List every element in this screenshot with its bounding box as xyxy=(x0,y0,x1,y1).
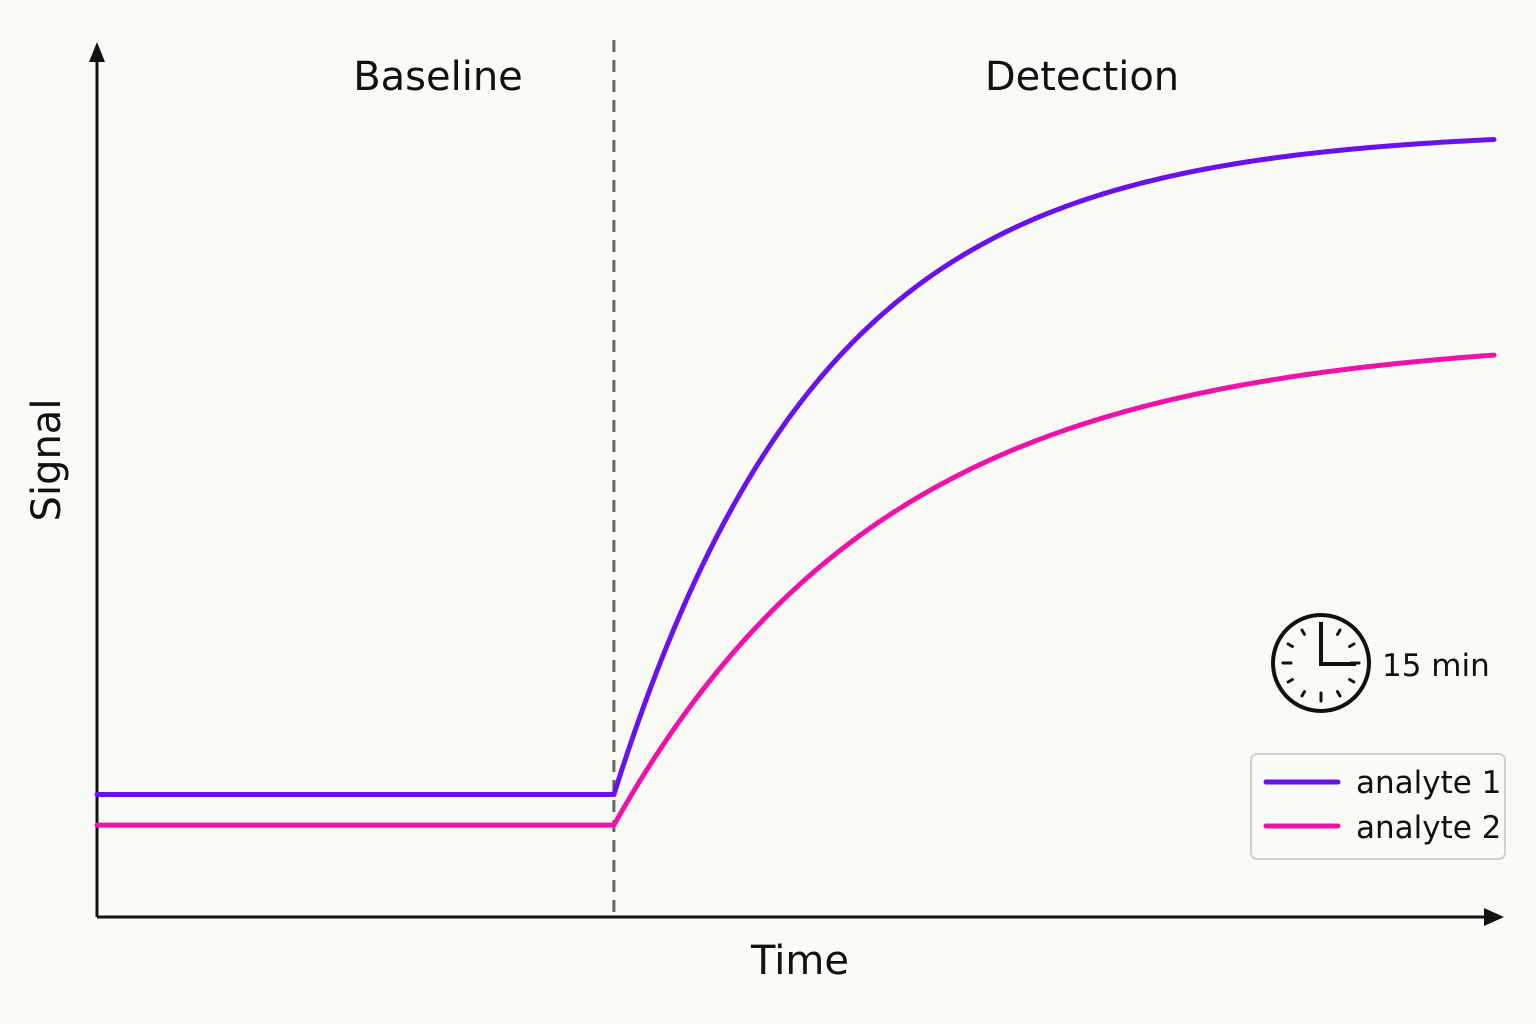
phase-label-detection: Detection xyxy=(985,54,1179,100)
x-axis-arrowhead xyxy=(1484,908,1504,926)
clock-icon xyxy=(1271,613,1371,713)
clock-tick xyxy=(1300,628,1306,636)
clock-tick xyxy=(1336,690,1342,698)
clock-tick xyxy=(1286,642,1294,648)
clock-tick xyxy=(1300,690,1306,698)
clock-tick xyxy=(1336,628,1342,636)
legend: analyte 1 analyte 2 xyxy=(1250,753,1506,860)
legend-label-analyte-1: analyte 1 xyxy=(1356,765,1501,801)
series-line-analyte-1 xyxy=(94,136,1497,797)
clock-tick xyxy=(1286,678,1294,684)
legend-label-analyte-2: analyte 2 xyxy=(1356,810,1501,846)
x-axis-label: Time xyxy=(750,938,849,984)
clock-tick xyxy=(1348,678,1356,684)
y-axis-label: Signal xyxy=(24,399,70,522)
series-line-analyte-2 xyxy=(94,352,1497,828)
phase-label-baseline: Baseline xyxy=(353,54,523,100)
clock-tick xyxy=(1348,642,1356,648)
y-axis-arrowhead xyxy=(89,42,105,62)
timer-label: 15 min xyxy=(1382,648,1490,684)
